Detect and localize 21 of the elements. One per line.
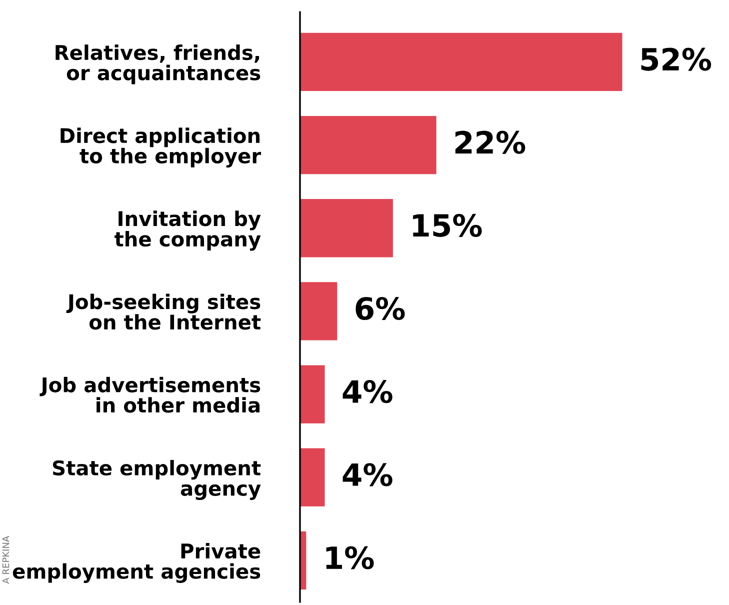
y-tick-label: State employment agency xyxy=(52,460,261,500)
y-tick-label: Direct application to the employer xyxy=(60,128,262,168)
text: A REPKINA xyxy=(2,536,10,584)
y-tick-label: Relatives, friends, or acquaintances xyxy=(56,44,260,84)
y-tick-label: Job advertisements in other media xyxy=(40,376,260,413)
data-label: 4% xyxy=(342,380,392,404)
y-tick-label: Invitation by the company xyxy=(114,210,261,251)
bar xyxy=(300,365,325,424)
bar xyxy=(300,282,338,340)
bar xyxy=(300,32,622,92)
data-label: 1% xyxy=(326,546,374,570)
bar xyxy=(300,448,325,506)
data-label: 22% xyxy=(455,130,526,154)
data-label: 52% xyxy=(641,48,712,71)
data-label: 4% xyxy=(342,463,392,486)
y-tick-label: Private employment agencies xyxy=(12,543,260,583)
bar xyxy=(300,116,436,174)
data-label: 15% xyxy=(413,214,482,237)
y-tick-label: Job-seeking sites on the Internet xyxy=(66,294,261,330)
data-label: 6% xyxy=(356,296,405,320)
bar xyxy=(300,199,393,258)
